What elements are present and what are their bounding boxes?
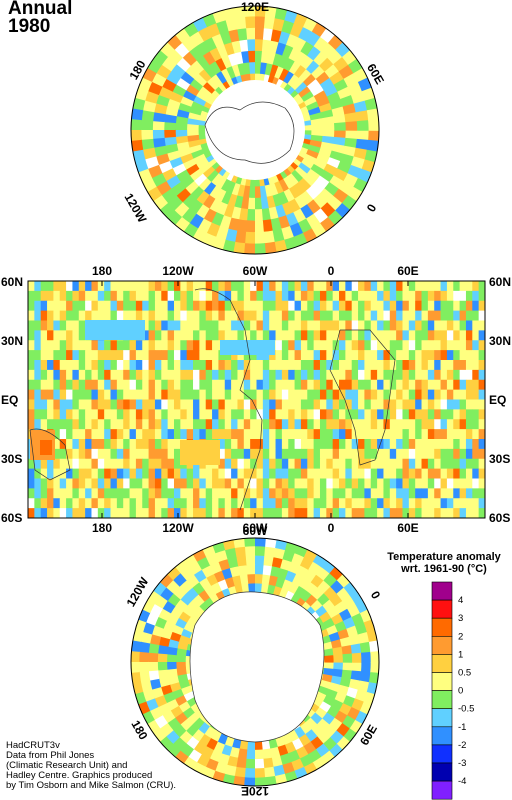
credit-line-3: (Climatic Research Unit) and [6, 760, 128, 771]
eq-top-lon-60e: 60E [397, 264, 418, 278]
legend-tick-label: 4 [458, 595, 463, 606]
eq-left-lat-60n: 60N [1, 275, 23, 289]
legend-swatch [431, 780, 453, 800]
south-label-60w: 60W [243, 524, 268, 538]
credits: HadCRUT3v Data from Phil Jones (Climatic… [6, 741, 176, 791]
legend-swatch [431, 581, 453, 601]
credit-line-1: HadCRUT3v [6, 740, 60, 751]
eq-left-lat-60s: 60S [1, 511, 22, 525]
north-map-border [130, 5, 380, 255]
eq-left-lat-30s: 30S [1, 452, 22, 466]
africa-coastline [329, 329, 396, 466]
americas-coastline [194, 288, 263, 511]
eq-bottom-lon-180: 180 [92, 521, 112, 535]
legend-tick-label: 0 [458, 686, 463, 697]
legend-title: Temperature anomaly wrt. 1961-90 (°C) [374, 551, 512, 575]
legend-swatch [431, 599, 453, 619]
page-title: Annual 1980 [8, 0, 72, 36]
title-line-2: 1980 [8, 16, 51, 37]
equatorial-map-border [27, 280, 486, 519]
legend-tick-label: 0.5 [458, 668, 471, 679]
color-scale-legend: 4 3 2 1 0.5 0 -0.5 -1 -2 -3 -4 [431, 581, 474, 800]
south-map-border [130, 537, 380, 787]
legend-tick-label: -2 [458, 740, 466, 751]
equatorial-anomaly-cells [28, 281, 485, 518]
eq-top-lon-60w: 60W [243, 264, 268, 278]
credit-line-2: Data from Phil Jones [6, 750, 95, 761]
north-coastline [204, 101, 295, 164]
eq-right-lat-30s: 30S [489, 452, 510, 466]
credit-line-5: by Tim Osborn and Mike Salmon (CRU). [6, 780, 176, 791]
legend-title-line-2: wrt. 1961-90 (°C) [401, 563, 487, 575]
south-anomaly-cells [131, 538, 379, 786]
south-polar-map: 60W 0 60E 120E 180 120W [124, 524, 384, 798]
eq-right-lat-60s: 60S [489, 511, 510, 525]
legend-tick-label: -3 [458, 758, 466, 769]
north-label-0: 0 [364, 201, 380, 214]
north-pole-no-data-area [205, 80, 305, 180]
equatorial-tick-marks [101, 281, 409, 518]
eq-left-lat-30n: 30N [1, 334, 23, 348]
legend-swatch [431, 635, 453, 655]
equatorial-map: 180 120W 60W 0 60E 180 120W 60W 0 60E 60… [1, 264, 511, 535]
north-anomaly-cells [131, 6, 379, 254]
legend-swatch [431, 744, 453, 764]
legend-tick-label: 3 [458, 613, 463, 624]
eq-bottom-lon-0: 0 [328, 521, 335, 535]
legend-title-line-1: Temperature anomaly [387, 551, 501, 563]
title-line-1: Annual [8, 0, 73, 19]
eq-right-lat-60n: 60N [489, 275, 511, 289]
legend-tick-label: 1 [458, 649, 463, 660]
legend-swatch [431, 672, 453, 691]
eq-top-lon-180: 180 [92, 264, 112, 278]
eq-top-lon-120w: 120W [162, 264, 194, 278]
north-polar-map: 120E 60E 0 120W 180 [122, 0, 387, 255]
north-label-120w: 120W [122, 191, 150, 226]
credit-line-4: Hadley Centre. Graphics produced [6, 770, 153, 781]
legend-swatch [431, 617, 453, 637]
legend-tick-label: -1 [458, 722, 466, 733]
eq-left-lat-eq: EQ [1, 393, 18, 407]
legend-tick-label: -4 [458, 776, 466, 787]
legend-swatch [431, 708, 453, 728]
eq-bottom-lon-120w: 120W [162, 521, 194, 535]
north-label-120e: 120E [241, 0, 269, 14]
eq-right-lat-eq: EQ [489, 393, 506, 407]
legend-tick-label: 2 [458, 631, 463, 642]
legend-swatch [431, 690, 453, 709]
legend-swatch [431, 726, 453, 746]
eq-top-lon-0: 0 [328, 264, 335, 278]
australia-coastline [29, 428, 71, 481]
legend-swatch [431, 762, 453, 782]
legend-swatch [431, 654, 453, 673]
south-label-0: 0 [368, 589, 384, 602]
eq-bottom-lon-60w: 60W [243, 521, 268, 535]
south-label-120e: 120E [241, 784, 269, 798]
eq-bottom-lon-60e: 60E [397, 521, 418, 535]
eq-right-lat-30n: 30N [489, 334, 511, 348]
antarctica-coastline [189, 591, 325, 743]
legend-tick-label: -0.5 [458, 704, 474, 715]
